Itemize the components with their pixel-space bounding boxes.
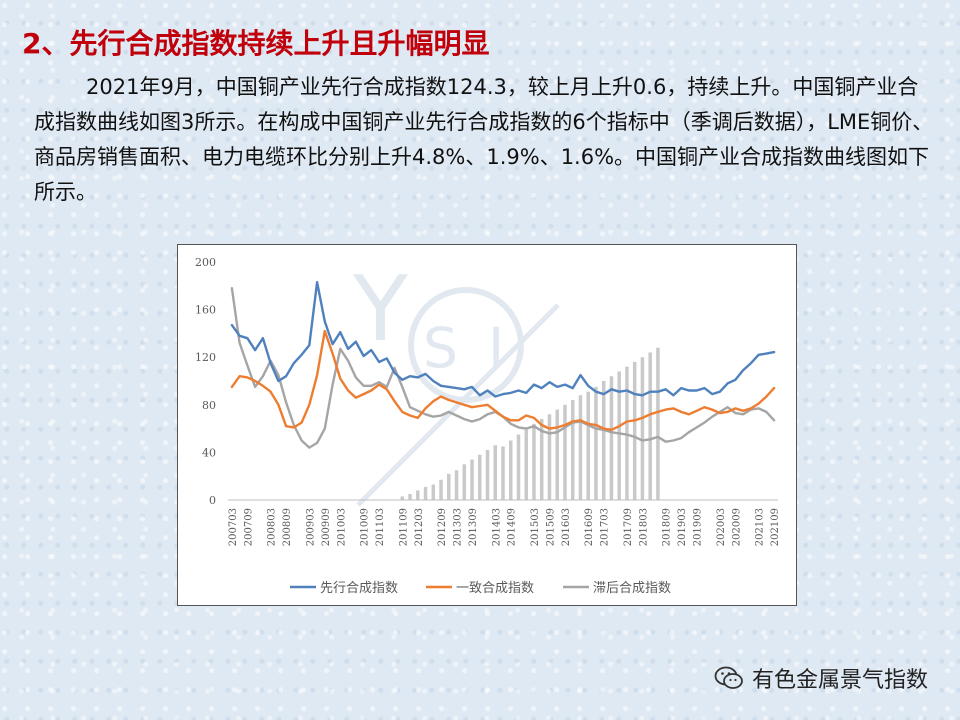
bar bbox=[423, 486, 428, 500]
x-tick-label: 201209 bbox=[437, 508, 448, 546]
x-tick-label: 202109 bbox=[770, 508, 781, 546]
bar bbox=[470, 459, 474, 500]
bar bbox=[478, 454, 482, 500]
bar bbox=[539, 419, 544, 500]
bar bbox=[516, 434, 521, 500]
bar bbox=[586, 391, 590, 500]
bar bbox=[656, 347, 660, 500]
svg-text:S: S bbox=[423, 316, 458, 380]
bar bbox=[400, 496, 405, 500]
bar bbox=[416, 490, 420, 500]
x-tick-label: 201103 bbox=[375, 508, 386, 546]
bar bbox=[601, 381, 606, 500]
svg-text:I: I bbox=[488, 316, 504, 380]
y-tick-label: 80 bbox=[202, 399, 216, 412]
bar bbox=[555, 409, 559, 500]
series-line bbox=[230, 281, 776, 398]
svg-text:Y: Y bbox=[352, 257, 409, 362]
bar bbox=[447, 473, 451, 500]
legend-label: 一致合成指数 bbox=[456, 581, 534, 596]
x-tick-label: 201303 bbox=[453, 508, 464, 546]
x-tick-label: 200709 bbox=[243, 508, 254, 546]
x-tick-label: 201403 bbox=[491, 508, 502, 546]
bar bbox=[578, 395, 583, 500]
bar bbox=[632, 361, 637, 500]
x-tick-label: 200909 bbox=[321, 508, 332, 546]
bar bbox=[431, 484, 436, 500]
x-tick-label: 201009 bbox=[360, 508, 371, 546]
x-tick-label: 201003 bbox=[336, 508, 347, 546]
legend-label: 滞后合成指数 bbox=[593, 581, 671, 596]
x-tick-label: 201709 bbox=[623, 508, 634, 546]
wechat-icon bbox=[714, 666, 743, 689]
x-tick-label: 201903 bbox=[677, 508, 688, 546]
bar bbox=[625, 366, 629, 500]
y-tick-label: 120 bbox=[195, 351, 216, 364]
wechat-watermark: 有色金属景气指数 bbox=[714, 662, 928, 694]
x-tick-label: 201803 bbox=[638, 508, 649, 546]
x-tick-label: 201809 bbox=[662, 508, 673, 546]
chart-svg: Y S I 0 40 80 120 160 200 200703 200709 200803 2… bbox=[195, 256, 781, 596]
ysi-logo-watermark: Y S I bbox=[352, 257, 560, 507]
x-tick-label: 201409 bbox=[507, 508, 518, 546]
x-tick-label: 201703 bbox=[600, 508, 611, 546]
x-tick-label: 200703 bbox=[228, 508, 239, 546]
bar bbox=[640, 357, 645, 500]
y-tick-label: 200 bbox=[195, 256, 216, 269]
y-tick-label: 0 bbox=[209, 494, 216, 507]
y-tick-label: 40 bbox=[202, 446, 216, 459]
paragraph-text: 2021年9月，中国铜产业先行合成指数124.3，较上月上升0.6，持续上升。中… bbox=[34, 75, 934, 204]
x-tick-label: 202103 bbox=[755, 508, 766, 546]
bar bbox=[439, 479, 443, 500]
x-tick-label: 201309 bbox=[468, 508, 479, 546]
x-tick-label: 201503 bbox=[530, 508, 541, 546]
bar bbox=[594, 386, 598, 500]
bar bbox=[524, 429, 528, 500]
section-heading: 2、先行合成指数持续上升且升幅明显 bbox=[22, 27, 490, 60]
x-tick-label: 201203 bbox=[414, 508, 425, 546]
body-paragraph: 2021年9月，中国铜产业先行合成指数124.3，较上月上升0.6，持续上升。中… bbox=[34, 70, 934, 210]
bar bbox=[532, 423, 536, 500]
bar bbox=[485, 450, 490, 500]
bar bbox=[609, 376, 614, 500]
bar bbox=[648, 352, 652, 500]
bar bbox=[547, 414, 552, 500]
legend-label: 先行合成指数 bbox=[320, 581, 398, 596]
x-tick-label: 202003 bbox=[716, 508, 727, 546]
x-tick-label: 201603 bbox=[561, 508, 572, 546]
y-tick-label: 160 bbox=[195, 304, 216, 317]
x-tick-label: 201609 bbox=[584, 508, 595, 546]
x-tick-label: 200903 bbox=[305, 508, 316, 546]
bar bbox=[462, 464, 467, 500]
x-tick-label: 201509 bbox=[545, 508, 556, 546]
bar bbox=[570, 400, 575, 500]
bar bbox=[563, 404, 567, 500]
composite-index-chart: Y S I 0 40 80 120 160 200 200703 200709 200803 2… bbox=[177, 244, 797, 606]
series-line bbox=[230, 329, 776, 431]
bar bbox=[501, 446, 505, 500]
bar bbox=[408, 494, 412, 500]
bar bbox=[617, 371, 621, 500]
x-tick-label: 201909 bbox=[693, 508, 704, 546]
bar bbox=[493, 445, 497, 500]
x-tick-label: 200803 bbox=[267, 508, 278, 546]
x-tick-label: 201109 bbox=[398, 508, 409, 546]
watermark-text: 有色金属景气指数 bbox=[751, 668, 928, 693]
bar bbox=[509, 440, 513, 500]
x-tick-label: 202009 bbox=[731, 508, 742, 546]
bar bbox=[454, 470, 459, 500]
x-tick-label: 200809 bbox=[282, 508, 293, 546]
